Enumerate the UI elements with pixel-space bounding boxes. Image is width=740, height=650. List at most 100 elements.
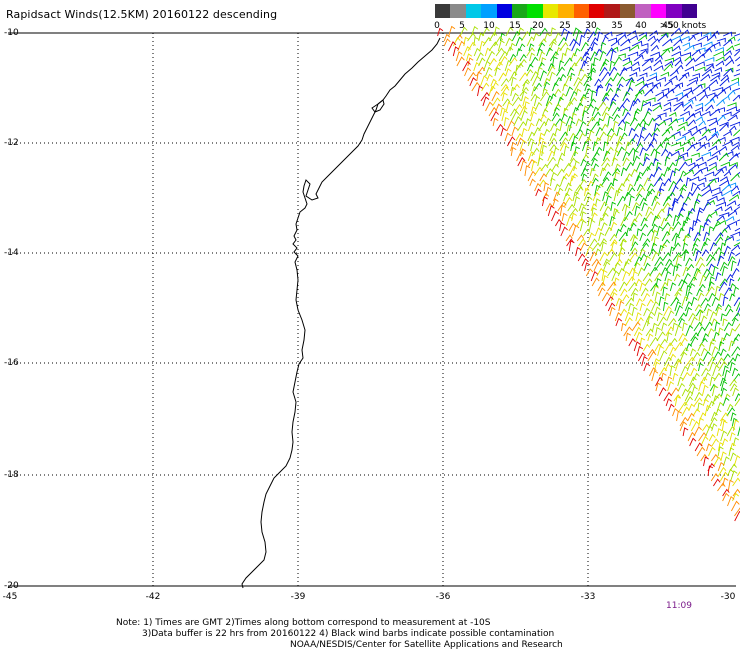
- wind-barb: [698, 135, 708, 142]
- wind-barb: [676, 194, 684, 202]
- wind-barb: [679, 421, 688, 432]
- wind-barb: [726, 200, 737, 207]
- wind-barb: [736, 471, 740, 477]
- wind-barb: [677, 376, 684, 387]
- wind-barb: [510, 76, 517, 87]
- wind-barb: [702, 47, 713, 57]
- wind-barb: [709, 108, 721, 117]
- wind-barb: [717, 327, 724, 337]
- wind-barb: [729, 162, 738, 167]
- wind-barb: [724, 55, 733, 62]
- wind-barb: [682, 266, 690, 277]
- wind-barb: [658, 296, 665, 307]
- wind-barb: [675, 305, 683, 317]
- wind-barb: [640, 48, 649, 53]
- wind-barb: [607, 302, 616, 312]
- wind-barb: [650, 148, 658, 157]
- wind-barb: [478, 57, 486, 67]
- wind-barb: [630, 241, 639, 252]
- wind-barb: [707, 327, 715, 337]
- wind-barb: [678, 207, 686, 217]
- wind-barb: [557, 201, 567, 212]
- wind-barb: [701, 68, 713, 77]
- wind-barb: [656, 312, 663, 322]
- wind-barb: [675, 135, 687, 142]
- wind-barb: [602, 171, 612, 182]
- wind-barb: [737, 426, 740, 437]
- wind-barb: [688, 96, 697, 102]
- wind-barb: [735, 252, 740, 257]
- wind-barb: [721, 111, 732, 117]
- wind-barb: [601, 157, 610, 167]
- wind-barb: [731, 346, 740, 357]
- wind-barb: [734, 227, 740, 232]
- wind-barb: [691, 242, 699, 252]
- wind-barb: [480, 75, 488, 87]
- wind-barb: [712, 331, 720, 342]
- wind-barb: [672, 242, 681, 252]
- wind-barb: [575, 128, 584, 137]
- wind-barb: [663, 178, 672, 187]
- wind-barb: [589, 167, 596, 177]
- wind-barb: [534, 166, 543, 177]
- wind-barb: [694, 218, 701, 227]
- wind-barb: [703, 231, 710, 242]
- wind-barb: [694, 66, 706, 72]
- wind-barb: [605, 295, 614, 307]
- wind-barb: [521, 90, 528, 102]
- wind-barb: [515, 133, 523, 142]
- wind-barb: [509, 53, 517, 62]
- wind-barb: [627, 51, 639, 57]
- wind-barb: [717, 442, 724, 452]
- wind-barb: [721, 265, 728, 277]
- wind-barb: [703, 393, 712, 402]
- wind-barb: [628, 302, 635, 312]
- wind-barb: [614, 141, 623, 152]
- wind-barb: [707, 356, 716, 367]
- wind-barb: [632, 292, 638, 302]
- wind-barb: [583, 75, 593, 87]
- wind-barb: [668, 75, 678, 82]
- wind-barb: [651, 44, 660, 52]
- wind-barb: [617, 247, 626, 257]
- wind-barb: [698, 166, 709, 172]
- wind-barb: [604, 77, 614, 87]
- wind-barb: [729, 283, 736, 292]
- wind-barb: [642, 65, 653, 72]
- wind-barb: [568, 157, 577, 167]
- wind-barb: [691, 31, 703, 37]
- wind-barb: [719, 123, 729, 132]
- wind-barb: [658, 367, 668, 377]
- wind-barb: [679, 110, 691, 117]
- wind-barb: [654, 261, 664, 272]
- wind-barb: [513, 116, 522, 127]
- wind-barb: [619, 223, 627, 232]
- wind-barb: [681, 295, 689, 307]
- wind-barb: [719, 121, 729, 127]
- wind-barb: [712, 364, 720, 377]
- wind-barb: [543, 182, 550, 192]
- wind-barb: [514, 64, 521, 77]
- wind-barb: [706, 443, 713, 452]
- wind-barb: [719, 145, 728, 152]
- wind-barb: [657, 316, 667, 327]
- wind-barb: [648, 248, 657, 257]
- wind-barb: [661, 148, 669, 157]
- wind-barb: [633, 341, 641, 352]
- wind-barb: [701, 384, 709, 397]
- wind-barb: [541, 108, 549, 117]
- wind-barb: [693, 321, 703, 332]
- wind-barb: [662, 38, 673, 47]
- wind-barb: [671, 232, 680, 242]
- wind-barb: [572, 27, 580, 37]
- wind-barb: [683, 216, 691, 227]
- wind-barb: [683, 272, 691, 282]
- wind-barb: [599, 50, 607, 62]
- wind-barb: [671, 131, 681, 137]
- wind-barb: [554, 183, 561, 192]
- wind-barb: [729, 125, 737, 132]
- wind-barb: [543, 77, 551, 87]
- wind-barb: [622, 91, 631, 102]
- wind-barb: [698, 362, 704, 372]
